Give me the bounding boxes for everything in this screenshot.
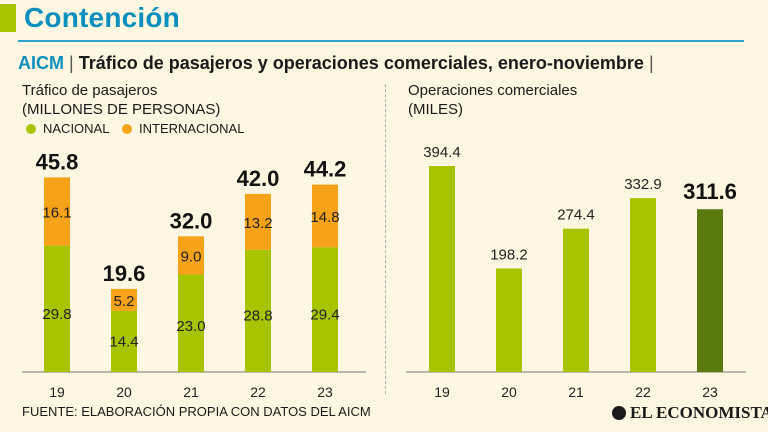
tick-label-right-21: 21 (568, 384, 584, 400)
label-internacional-22: 13.2 (243, 215, 272, 232)
bar-internacional-20 (111, 288, 137, 311)
brand-logo: EL ECONOMISTA (612, 403, 768, 423)
tick-label-right-20: 20 (501, 384, 517, 400)
tick-label-right-19: 19 (434, 384, 450, 400)
label-nacional-21: 23.0 (176, 318, 205, 335)
bar-internacional-19 (44, 177, 70, 246)
bar-operaciones-20 (496, 268, 522, 372)
brand-name: EL ECONOMISTA (630, 403, 768, 422)
legend-swatch-nacional (26, 123, 36, 134)
bar-operaciones-22 (630, 198, 656, 372)
label-internacional-23: 14.8 (310, 209, 339, 226)
bar-operaciones-19 (429, 166, 455, 372)
title-accent-bar (0, 4, 16, 32)
tick-label-right-23: 23 (702, 384, 718, 400)
title-rule (18, 40, 744, 42)
subtitle: AICM | Tráfico de pasajeros y operaciones … (18, 53, 659, 74)
right-chart-title: Operaciones comerciales (408, 82, 578, 99)
subtitle-text: Tráfico de pasajeros y operaciones comer… (78, 53, 644, 73)
page-title: Contención (24, 2, 180, 33)
label-operaciones-22: 332.9 (624, 176, 662, 193)
source-note: FUENTE: ELABORACIÓN PROPIA CON DATOS DEL… (22, 404, 371, 419)
right-chart-unit: (MILES) (408, 101, 464, 118)
total-label-23: 44.2 (304, 157, 347, 182)
brand-mark-icon (612, 406, 626, 420)
label-nacional-22: 28.8 (243, 308, 272, 325)
label-internacional-20: 5.2 (114, 293, 135, 310)
label-operaciones-20: 198.2 (490, 246, 528, 263)
left-chart-unit: (MILLONES DE PERSONAS) (22, 101, 221, 118)
tick-label-right-22: 22 (635, 384, 651, 400)
tick-label-left-22: 22 (250, 384, 266, 400)
legend-item-nacional: NACIONAL (26, 121, 109, 136)
total-label-19: 45.8 (36, 149, 79, 174)
bar-internacional-21 (178, 236, 204, 275)
label-operaciones-21: 274.4 (557, 207, 595, 224)
bar-internacional-23 (312, 184, 338, 248)
legend-swatch-internacional (122, 123, 132, 134)
legend-label-nacional: NACIONAL (43, 121, 110, 136)
bar-nacional-23 (312, 247, 338, 372)
label-operaciones-19: 394.4 (423, 144, 461, 161)
bar-operaciones-21 (563, 228, 589, 372)
label-nacional-20: 14.4 (109, 333, 138, 350)
label-nacional-23: 29.4 (310, 307, 339, 324)
label-internacional-21: 9.0 (181, 248, 202, 265)
label-operaciones-23: 311.6 (683, 179, 737, 204)
bar-operaciones-23 (697, 209, 723, 372)
tick-label-left-21: 21 (183, 384, 199, 400)
tick-label-left-19: 19 (49, 384, 65, 400)
subtitle-separator: | (69, 53, 74, 73)
tick-label-left-20: 20 (116, 384, 132, 400)
bar-internacional-22 (245, 193, 271, 250)
left-chart-title: Tráfico de pasajeros (22, 82, 158, 99)
subtitle-org: AICM (18, 53, 64, 73)
total-label-21: 32.0 (170, 208, 213, 233)
legend-item-internacional: INTERNACIONAL (122, 121, 244, 136)
total-label-20: 19.6 (103, 261, 146, 286)
label-internacional-19: 16.1 (42, 205, 71, 222)
subtitle-separator-end: | (648, 53, 654, 73)
total-label-22: 42.0 (237, 166, 280, 191)
chart-divider (385, 84, 386, 394)
legend-label-internacional: INTERNACIONAL (139, 121, 245, 136)
tick-label-left-23: 23 (317, 384, 333, 400)
bar-nacional-22 (245, 249, 271, 372)
label-nacional-19: 29.8 (42, 306, 71, 323)
bar-nacional-19 (44, 245, 70, 372)
bar-nacional-20 (111, 310, 137, 372)
bar-nacional-21 (178, 274, 204, 372)
